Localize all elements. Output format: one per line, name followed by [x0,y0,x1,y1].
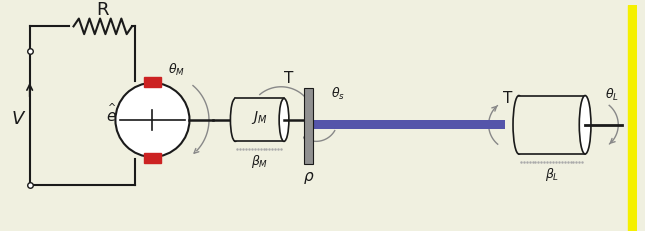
Circle shape [115,84,190,157]
Text: $\theta_s$: $\theta_s$ [331,85,344,101]
Text: R: R [97,1,109,19]
Bar [144,78,161,87]
Text: $\theta_M$: $\theta_M$ [168,62,185,78]
Text: V: V [12,109,24,128]
Bar [235,99,284,142]
Text: $\beta_M$: $\beta_M$ [251,153,268,170]
Text: T: T [504,91,513,106]
Ellipse shape [230,99,240,142]
Text: ^: ^ [108,103,117,113]
Bar [313,121,505,130]
Ellipse shape [513,96,524,154]
Text: $\theta_L$: $\theta_L$ [606,86,619,102]
Bar [519,96,585,154]
Text: e: e [106,108,115,123]
Text: $\beta_L$: $\beta_L$ [545,165,559,182]
Text: $\rho$: $\rho$ [303,169,314,185]
Bar [304,89,313,164]
Bar [144,153,161,163]
Bar [628,6,637,231]
Ellipse shape [279,99,289,142]
Ellipse shape [579,96,591,154]
Text: $J_L$: $J_L$ [549,113,563,132]
Text: $J_M$: $J_M$ [252,109,268,126]
Text: T: T [284,70,293,85]
